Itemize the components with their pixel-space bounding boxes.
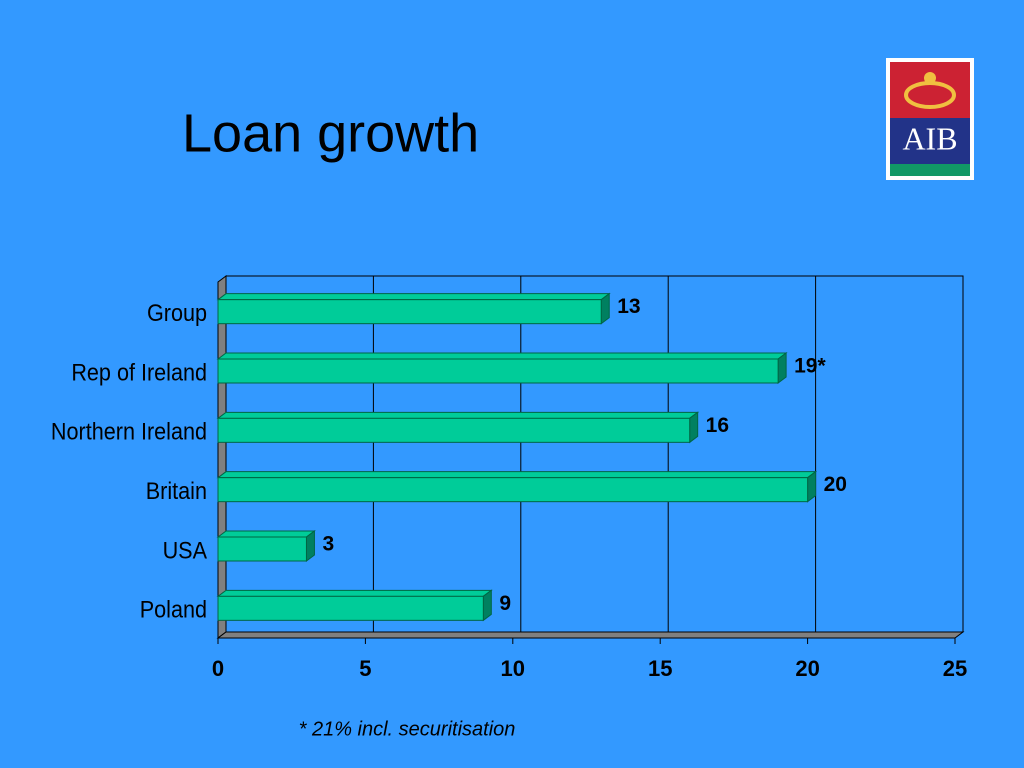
x-tick-label: 15 (648, 656, 672, 681)
y-tick-label: Northern Ireland (51, 418, 207, 445)
bar-side (482, 589, 492, 622)
bar-top (216, 293, 611, 301)
logo-emblem-art (924, 72, 936, 84)
bar-side (689, 411, 699, 444)
bar (217, 595, 484, 621)
x-tick-label: 20 (795, 656, 819, 681)
bar-top (216, 530, 316, 538)
data-label: 9 (499, 592, 511, 615)
x-tick-label: 25 (943, 656, 967, 681)
y-tick-label: Britain (146, 477, 207, 504)
bar-top (216, 471, 818, 479)
bar-top (216, 589, 493, 597)
bar-top (216, 352, 788, 360)
data-label: 16 (706, 414, 729, 437)
x-tick-label: 0 (212, 656, 224, 681)
x-tick-label: 10 (501, 656, 525, 681)
bar (217, 536, 307, 562)
logo-emblem (890, 62, 970, 118)
logo: AIB (886, 58, 974, 180)
y-tick-label: Group (147, 299, 207, 326)
back-wall (225, 275, 964, 633)
bar-side (600, 292, 610, 325)
bar (217, 358, 779, 384)
y-tick-label: Rep of Ireland (71, 358, 207, 385)
data-label: 20 (824, 473, 847, 496)
logo-text: AIB (902, 120, 957, 156)
bar (217, 417, 691, 443)
annotation: * 21% incl. securitisation (299, 718, 516, 740)
data-label: 13 (617, 295, 640, 318)
bar (217, 299, 602, 325)
y-tick-label: USA (163, 536, 208, 563)
chart-title: Loan growth (182, 103, 479, 163)
side-wall (217, 275, 227, 639)
bar-side (807, 470, 817, 503)
bar-side (777, 352, 787, 384)
logo-band (890, 118, 970, 164)
bar (217, 477, 809, 503)
bar-side (305, 530, 315, 562)
data-label: 3 (322, 533, 334, 556)
x-tick-label: 5 (359, 656, 371, 681)
bar-top (216, 411, 700, 419)
y-tick-label: Poland (140, 596, 207, 623)
floor (216, 631, 965, 639)
data-label: 19* (794, 355, 826, 378)
logo-stripe (890, 164, 970, 176)
